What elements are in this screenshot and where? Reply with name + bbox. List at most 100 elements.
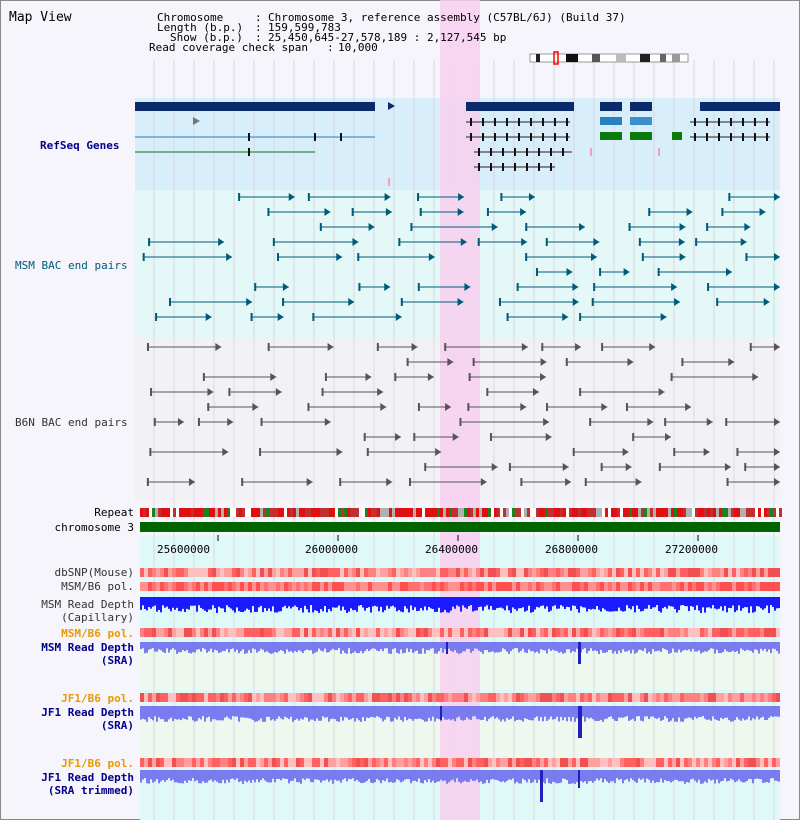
repeat-segment [485, 508, 488, 517]
jf1-trim-depth-bar [658, 770, 660, 783]
msm-capillary-depth-bar [636, 597, 638, 606]
msm-b6-pol-cell [436, 628, 440, 637]
msm-b6-pol-cell [288, 628, 292, 637]
msm-sra-depth-bar [726, 642, 728, 652]
msm-sra-depth-bar [540, 642, 542, 650]
exon-tick [730, 118, 732, 126]
jf1-b6-pol-cell [156, 758, 160, 767]
msm-b6-pol-cell [656, 582, 660, 591]
jf1-b6-pol-cell [544, 693, 548, 702]
track-label-msm-depth-sra-1[interactable]: MSM Read Depth [41, 641, 134, 654]
jf1-b6-pol-cell [216, 758, 220, 767]
jf1-trim-depth-bar [500, 770, 502, 783]
dbsnp-cell [236, 568, 240, 577]
track-label-msm-b6-pol-2[interactable]: MSM/B6 pol. [61, 627, 134, 640]
repeat-segment [419, 508, 422, 517]
msm-b6-pol-cell [352, 582, 356, 591]
msm-capillary-depth-bar [676, 597, 678, 613]
msm-sra-depth-bar [530, 642, 532, 652]
dbsnp-cell [268, 568, 272, 577]
msm-sra-depth-bar [754, 642, 756, 650]
msm-b6-pol-cell [168, 628, 172, 637]
jf1-sra-depth-bar [212, 706, 214, 720]
jf1-trim-depth-bar [176, 770, 178, 783]
track-label-msm-depth-capillary-2: (Capillary) [61, 611, 134, 624]
msm-sra-depth-bar [144, 642, 146, 654]
jf1-b6-pol-cell [248, 693, 252, 702]
msm-sra-depth-bar [734, 642, 736, 653]
jf1-b6-pol-cell [492, 758, 496, 767]
track-label-msm-b6-pol-1[interactable]: MSM/B6 pol. [61, 580, 134, 593]
repeat-segment [155, 508, 158, 517]
track-label-chromosome[interactable]: chromosome 3 [54, 521, 134, 534]
jf1-sra-depth-bar [154, 706, 156, 717]
msm-sra-depth-bar [428, 642, 430, 651]
track-label-jf1-b6-pol-1[interactable]: JF1/B6 pol. [61, 692, 134, 705]
msm-capillary-depth-bar [286, 597, 288, 609]
jf1-b6-pol-cell [556, 758, 560, 767]
jf1-sra-depth-bar [760, 706, 762, 718]
repeat-segment [341, 508, 344, 517]
info-length-key: Length (b.p.) [157, 21, 244, 34]
b6n-bac-pair-arrow-icon [445, 403, 452, 411]
dbsnp-cell [656, 568, 660, 577]
msm-bac-pair-end [477, 238, 480, 246]
repeat-segment [725, 508, 728, 517]
msm-sra-depth-bar [356, 642, 358, 654]
jf1-trim-depth-bar [766, 770, 768, 783]
jf1-sra-depth-bar [548, 706, 550, 720]
msm-b6-pol-cell [712, 582, 716, 591]
jf1-b6-pol-cell [760, 758, 764, 767]
dbsnp-cell [768, 568, 772, 577]
track-label-dbsnp[interactable]: dbSNP(Mouse) [54, 566, 134, 579]
msm-sra-depth-bar [256, 642, 258, 653]
track-label-repeat[interactable]: Repeat [94, 506, 134, 519]
msm-capillary-depth-bar [770, 597, 772, 606]
jf1-sra-depth-bar [692, 706, 694, 720]
track-label-msm-depth-capillary-1[interactable]: MSM Read Depth [41, 598, 134, 611]
track-label-b6n-bac[interactable]: B6N BAC end pairs [15, 416, 128, 429]
track-label-jf1-depth-trim-1[interactable]: JF1 Read Depth [41, 771, 134, 784]
msm-sra-depth-bar [412, 642, 414, 653]
jf1-trim-depth-bar [578, 770, 580, 788]
jf1-b6-pol-cell [600, 693, 604, 702]
jf1-trim-depth-bar [304, 770, 306, 780]
repeat-segment [611, 508, 614, 517]
msm-sra-depth-bar [446, 642, 448, 654]
b6n-bac-pair-arrow-icon [565, 478, 572, 486]
msm-capillary-depth-bar [402, 597, 404, 613]
jf1-sra-depth-bar [622, 706, 624, 718]
b6n-bac-pair-end [267, 343, 270, 351]
msm-b6-pol-cell [696, 582, 700, 591]
b6n-bac-pair-arrow-icon [521, 343, 528, 351]
track-label-jf1-depth-sra-1[interactable]: JF1 Read Depth [41, 706, 134, 719]
jf1-sra-depth-bar [698, 706, 700, 718]
jf1-trim-depth-bar [540, 770, 543, 802]
track-label-refseq[interactable]: RefSeq Genes [40, 139, 120, 152]
msm-b6-pol-cell [272, 582, 276, 591]
jf1-b6-pol-cell [364, 693, 368, 702]
track-label-msm-bac[interactable]: MSM BAC end pairs [15, 259, 128, 272]
jf1-sra-depth-bar [638, 706, 640, 717]
msm-capillary-depth-bar [498, 597, 500, 608]
msm-sra-depth-bar [556, 642, 558, 652]
gene-model [600, 102, 622, 111]
repeat-segment [317, 508, 320, 517]
repeat-segment [293, 508, 296, 517]
jf1-b6-pol-cell [172, 693, 176, 702]
jf1-sra-depth-bar [626, 706, 628, 717]
track-label-jf1-b6-pol-2[interactable]: JF1/B6 pol. [61, 757, 134, 770]
msm-b6-pol-cell [308, 628, 312, 637]
jf1-b6-pol-cell [312, 693, 316, 702]
jf1-sra-depth-bar [464, 706, 466, 720]
exon-tick [482, 133, 484, 141]
repeat-segment [245, 508, 248, 517]
dbsnp-cell [596, 568, 600, 577]
jf1-b6-pol-cell [680, 758, 684, 767]
msm-sra-depth-bar [290, 642, 292, 652]
jf1-b6-pol-cell [528, 693, 532, 702]
msm-sra-depth-bar [198, 642, 200, 650]
msm-capillary-depth-bar [552, 597, 554, 607]
jf1-trim-depth-bar [702, 770, 704, 784]
msm-b6-pol-cell [764, 582, 768, 591]
